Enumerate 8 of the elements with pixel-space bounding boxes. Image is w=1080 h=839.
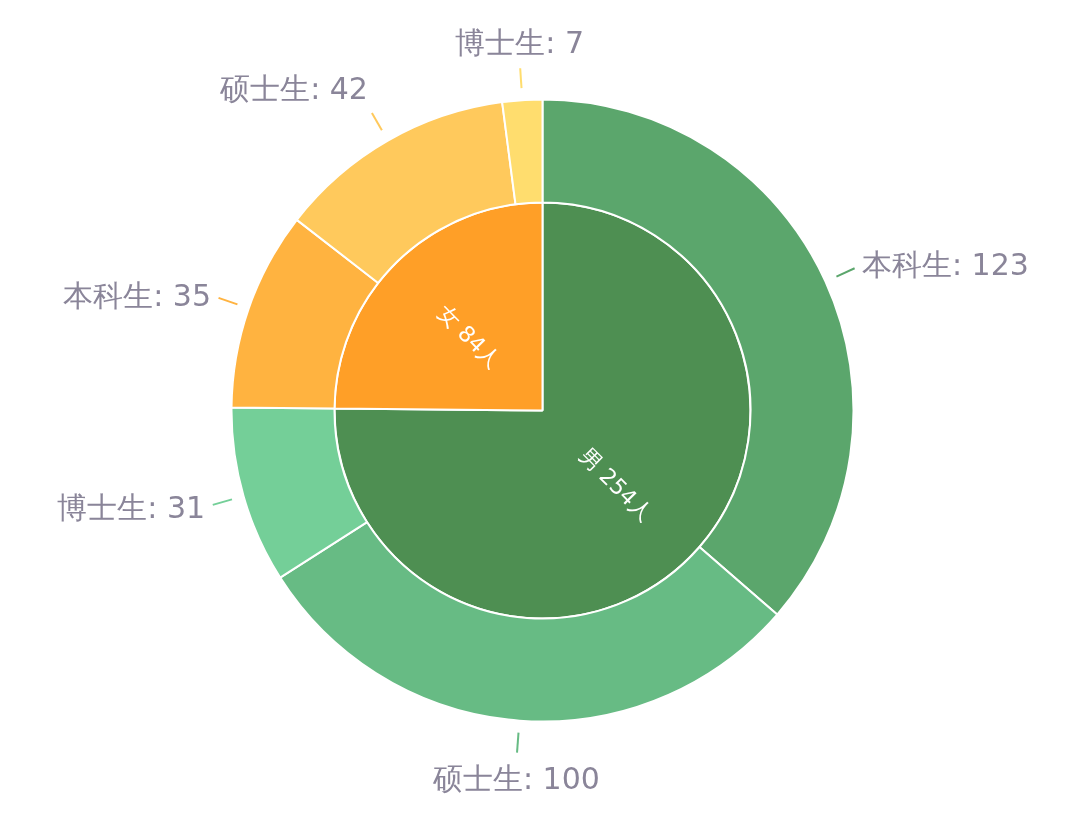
data-label: 硕士生: 42 (219, 70, 368, 106)
data-label: 博士生: 7 (455, 25, 585, 61)
data-label: 博士生: 31 (57, 489, 206, 525)
data-label: 本科生: 123 (861, 247, 1029, 283)
data-label: 男 254人 (574, 442, 658, 527)
data-label: 女 84人 (432, 299, 506, 374)
data-label: 本科生: 35 (63, 277, 211, 313)
data-label: 硕士生: 100 (431, 760, 600, 796)
